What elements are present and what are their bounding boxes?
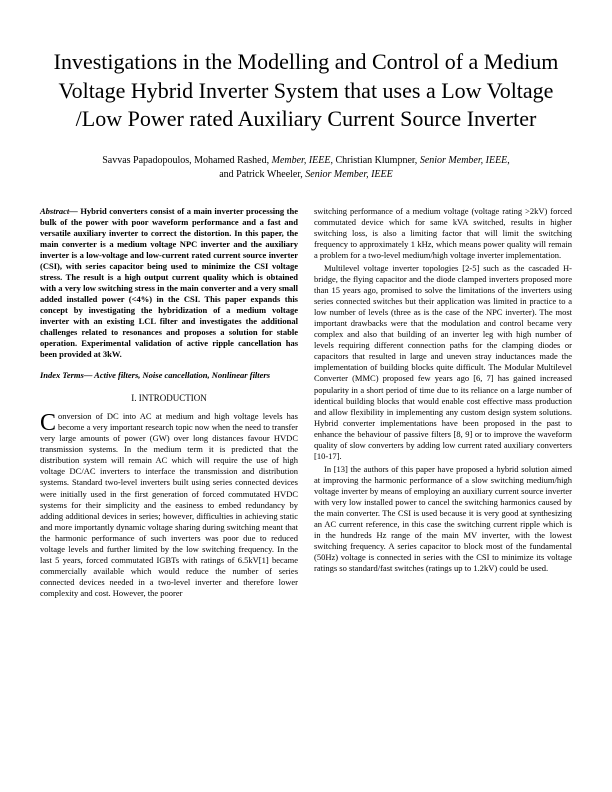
col2-para-3: In [13] the authors of this paper have p… bbox=[314, 464, 572, 574]
index-terms-block: Index Terms— Active filters, Noise cance… bbox=[40, 370, 298, 381]
author-names-3: and Patrick Wheeler, bbox=[219, 169, 305, 180]
author-role-1: Member, IEEE bbox=[272, 155, 331, 166]
right-column: switching performance of a medium voltag… bbox=[314, 206, 572, 601]
authors-block: Savvas Papadopoulos, Mohamed Rashed, Mem… bbox=[40, 154, 572, 182]
left-column: Abstract— Hybrid converters consist of a… bbox=[40, 206, 298, 601]
two-column-layout: Abstract— Hybrid converters consist of a… bbox=[40, 206, 572, 601]
abstract-label: Abstract— bbox=[40, 206, 80, 216]
author-role-3: Senior Member, IEEE bbox=[305, 169, 392, 180]
abstract-text: Hybrid converters consist of a main inve… bbox=[40, 206, 298, 360]
index-terms-text: Active filters, Noise cancellation, Nonl… bbox=[94, 370, 270, 380]
col2-para-1: switching performance of a medium voltag… bbox=[314, 206, 572, 261]
author-names-2: , Christian Klumpner, bbox=[331, 155, 420, 166]
intro-paragraph: Conversion of DC into AC at medium and h… bbox=[40, 411, 298, 599]
paper-title: Investigations in the Modelling and Cont… bbox=[40, 48, 572, 134]
intro-text: onversion of DC into AC at medium and hi… bbox=[40, 411, 298, 598]
drop-cap: C bbox=[40, 411, 58, 433]
col2-para-2: Multilevel voltage inverter topologies [… bbox=[314, 263, 572, 462]
section-1-heading: I. INTRODUCTION bbox=[40, 393, 298, 405]
author-names-1: Savvas Papadopoulos, Mohamed Rashed, bbox=[102, 155, 271, 166]
author-role-2: Senior Member, IEEE bbox=[420, 155, 507, 166]
abstract-block: Abstract— Hybrid converters consist of a… bbox=[40, 206, 298, 361]
author-comma: , bbox=[507, 155, 510, 166]
index-terms-label: Index Terms— bbox=[40, 370, 94, 380]
